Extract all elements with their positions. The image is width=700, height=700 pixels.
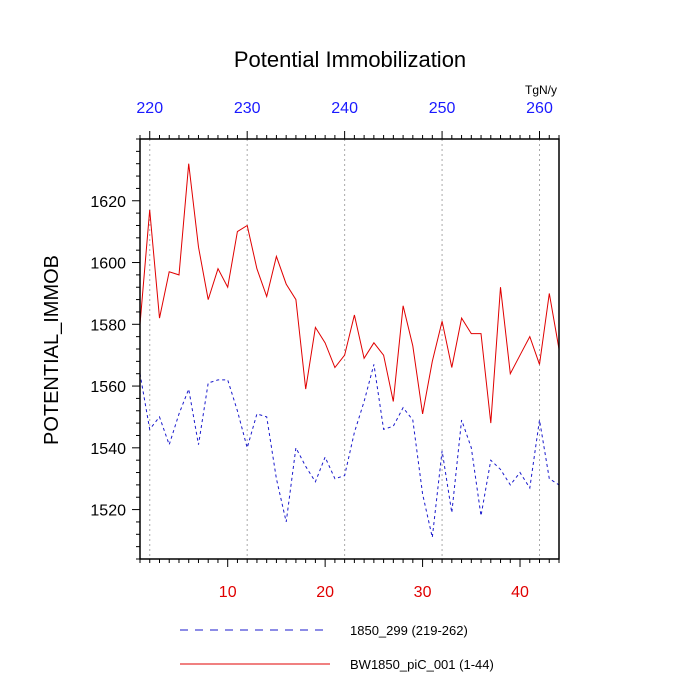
axis-tick-labels: 1520 1540 1560 1580 1600 1620 10 20 30 40 220 230 24… — [90, 100, 553, 601]
x-bottom-tick-label: 20 — [316, 584, 334, 601]
y-tick-label: 1540 — [90, 441, 126, 458]
x-bottom-tick-label: 30 — [414, 584, 432, 601]
series-layer — [139, 163, 560, 538]
y-tick-label: 1600 — [90, 256, 126, 273]
chart-title: Potential Immobilization — [234, 47, 466, 72]
y-axis-label: POTENTIAL_IMMOB — [41, 255, 63, 445]
series-line-red — [139, 163, 560, 424]
x-top-tick-label: 250 — [429, 100, 456, 117]
x-bottom-tick-label: 40 — [511, 584, 529, 601]
legend-label-blue: 1850_299 (219-262) — [350, 623, 468, 638]
y-tick-label: 1560 — [90, 379, 126, 396]
units-label: TgN/y — [525, 83, 557, 97]
grid-lines — [149, 139, 541, 559]
x-top-tick-label: 240 — [331, 100, 358, 117]
x-top-tick-label: 220 — [136, 100, 163, 117]
x-top-tick-label: 230 — [234, 100, 261, 117]
y-tick-label: 1520 — [90, 503, 126, 520]
legend-label-red: BW1850_piC_001 (1-44) — [350, 657, 494, 672]
x-bottom-tick-label: 10 — [219, 584, 237, 601]
y-tick-label: 1580 — [90, 317, 126, 334]
x-top-tick-label: 260 — [526, 100, 553, 117]
series-line-blue — [139, 364, 560, 538]
y-tick-label: 1620 — [90, 194, 126, 211]
legend: 1850_299 (219-262) BW1850_piC_001 (1-44) — [180, 623, 494, 672]
axis-ticks — [132, 131, 560, 567]
